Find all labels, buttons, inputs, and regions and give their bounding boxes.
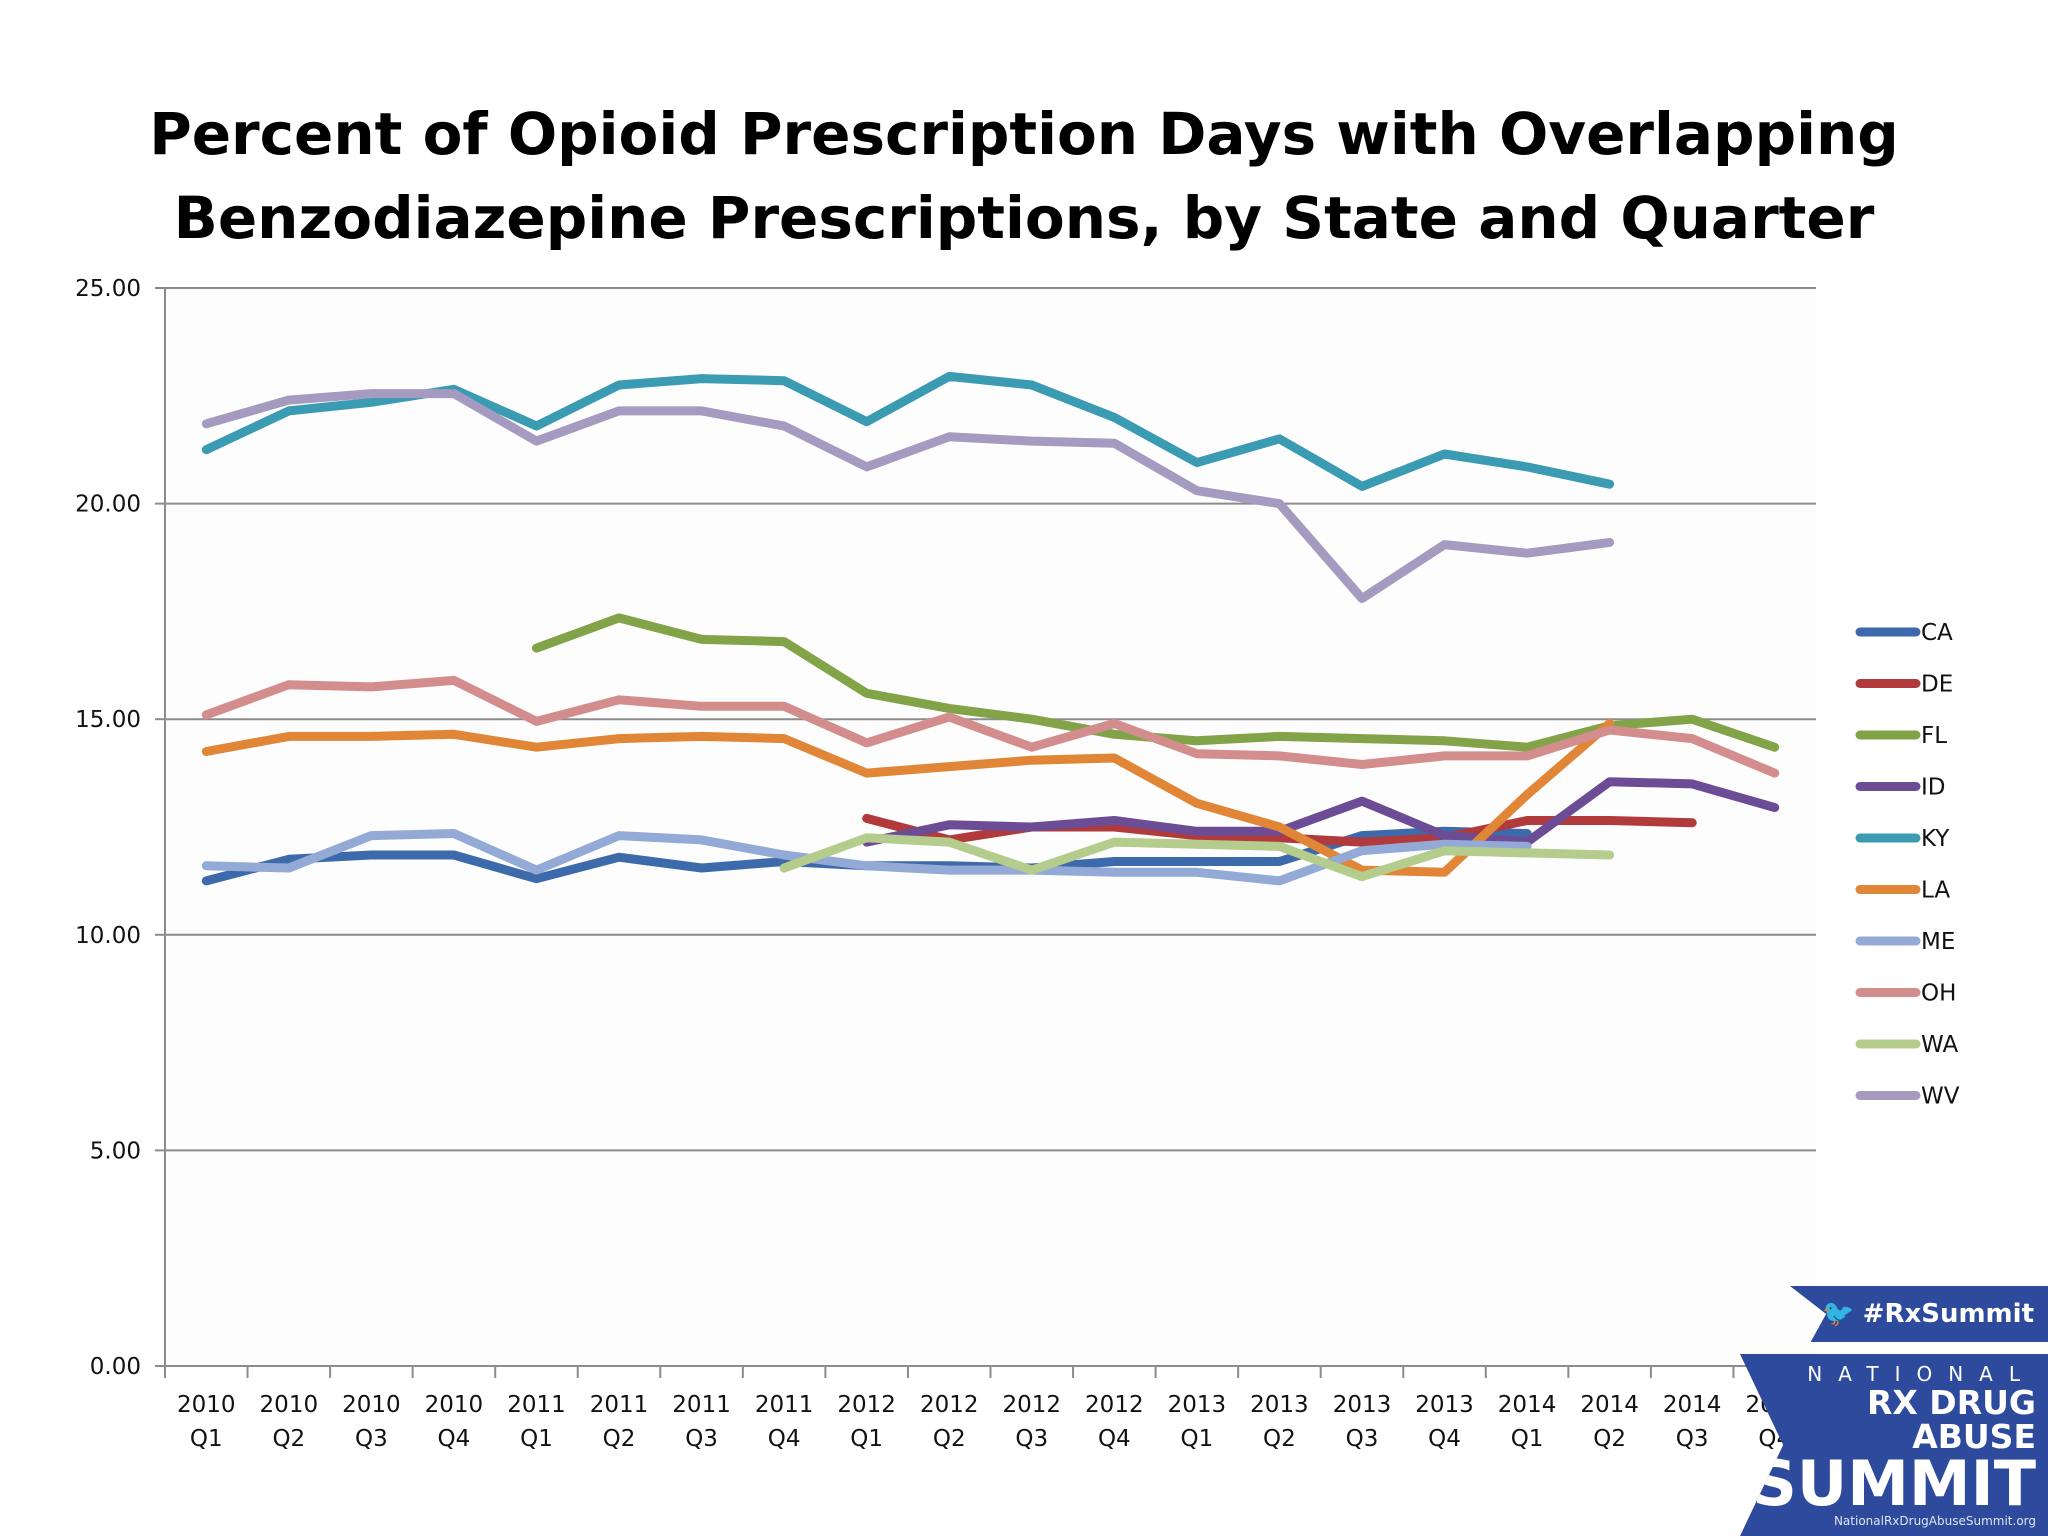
x-tick-label-quarter: Q2 [1263, 1426, 1296, 1452]
x-tick-label-quarter: Q2 [603, 1426, 636, 1452]
y-tick-label: 20.00 [75, 492, 141, 518]
legend: CA DE FL ID KY LA ME OH WA WV [1855, 620, 1960, 1110]
x-tick-label-year: 2012 [1085, 1392, 1144, 1418]
hashtag-text: #RxSummit [1862, 1299, 2034, 1329]
legend-item-ca: CA [1855, 620, 1953, 646]
x-tick-label-year: 2011 [672, 1392, 731, 1418]
summit-badge: 🐦 #RxSummit NATIONAL RX DRUG ABUSE SUMMI… [1740, 1284, 2048, 1536]
x-tick-label-year: 2013 [1333, 1392, 1392, 1418]
legend-item-id: ID [1855, 775, 1946, 801]
summit-logo: NATIONAL RX DRUG ABUSE SUMMIT NationalRx… [1740, 1354, 2048, 1536]
y-tick-label: 25.00 [75, 276, 141, 302]
logo-url: NationalRxDrugAbuseSummit.org [1833, 1514, 2036, 1528]
x-tick-label-year: 2013 [1415, 1392, 1474, 1418]
x-tick-label-year: 2014 [1663, 1392, 1722, 1418]
x-tick-label-year: 2012 [837, 1392, 896, 1418]
logo-national: NATIONAL [1807, 1362, 2036, 1386]
x-tick-label-quarter: Q2 [272, 1426, 305, 1452]
logo-summit: SUMMIT [1752, 1447, 2036, 1520]
legend-label: KY [1921, 826, 1950, 852]
y-tick-label: 0.00 [90, 1354, 141, 1380]
chart-title-line-1: Percent of Opioid Prescription Days with… [149, 100, 1899, 168]
x-tick-label-quarter: Q3 [685, 1426, 718, 1452]
y-tick-label: 5.00 [90, 1138, 141, 1164]
series-line-me [201, 829, 1532, 886]
series-line-oh [201, 675, 1780, 778]
x-tick-label-year: 2012 [920, 1392, 979, 1418]
series-oh [201, 675, 1780, 778]
gridlines [165, 287, 1816, 1152]
legend-label: CA [1921, 620, 1953, 646]
legend-label: WV [1921, 1084, 1960, 1110]
legend-item-me: ME [1855, 929, 1955, 955]
legend-label: DE [1921, 672, 1953, 698]
series-id [862, 777, 1780, 847]
x-tick-label-year: 2011 [507, 1392, 566, 1418]
y-tick-label: 15.00 [75, 707, 141, 733]
x-tick-label-year: 2012 [1003, 1392, 1062, 1418]
legend-item-de: DE [1855, 672, 1953, 698]
x-tick-label-quarter: Q4 [1098, 1426, 1131, 1452]
x-tick-label-year: 2010 [260, 1392, 319, 1418]
legend-label: LA [1921, 878, 1950, 904]
series-line-wa [779, 833, 1615, 882]
legend-item-wv: WV [1855, 1084, 1960, 1110]
series-wa [779, 833, 1615, 882]
x-tick-label-year: 2014 [1580, 1392, 1639, 1418]
x-tick-label-quarter: Q4 [1428, 1426, 1461, 1452]
x-tick-label-quarter: Q4 [438, 1426, 471, 1452]
x-tick-label-year: 2013 [1168, 1392, 1227, 1418]
twitter-bird-icon: 🐦 [1822, 1299, 1855, 1329]
x-tick-label-quarter: Q1 [190, 1426, 223, 1452]
x-tick-label-year: 2010 [425, 1392, 484, 1418]
x-tick-label-quarter: Q2 [1593, 1426, 1626, 1452]
x-tick-label-quarter: Q1 [850, 1426, 883, 1452]
x-tick-label-year: 2014 [1498, 1392, 1557, 1418]
legend-label: WA [1921, 1032, 1958, 1058]
x-tick-label-quarter: Q4 [768, 1426, 801, 1452]
x-tick-label-year: 2011 [755, 1392, 814, 1418]
legend-item-wa: WA [1855, 1032, 1958, 1058]
logo-rx-drug-abuse: RX DRUG ABUSE [1866, 1383, 2036, 1456]
series-line-id [862, 777, 1780, 847]
series-line-wv [201, 389, 1615, 603]
legend-item-ky: KY [1855, 826, 1950, 852]
legend-item-fl: FL [1855, 723, 1947, 749]
legend-item-oh: OH [1855, 981, 1956, 1007]
x-tick-label-quarter: Q1 [1181, 1426, 1214, 1452]
legend-item-la: LA [1855, 878, 1950, 904]
series-wv [201, 389, 1615, 603]
legend-label: ME [1921, 929, 1955, 955]
x-tick-label-quarter: Q2 [933, 1426, 966, 1452]
x-tick-label-quarter: Q1 [520, 1426, 553, 1452]
legend-label: OH [1921, 981, 1956, 1007]
x-tick-label-year: 2011 [590, 1392, 649, 1418]
chart-title-line-2: Benzodiazepine Prescriptions, by State a… [173, 184, 1875, 252]
series-me [201, 829, 1532, 886]
legend-label: ID [1921, 775, 1946, 801]
x-tick-label-year: 2010 [342, 1392, 401, 1418]
x-tick-label-year: 2013 [1250, 1392, 1309, 1418]
x-tick-label-quarter: Q3 [1015, 1426, 1048, 1452]
x-tick-label-quarter: Q1 [1511, 1426, 1544, 1452]
chart-title: Percent of Opioid Prescription Days with… [0, 92, 2048, 260]
x-tick-label-year: 2010 [177, 1392, 236, 1418]
y-tick-label: 10.00 [75, 923, 141, 949]
hashtag-banner[interactable]: 🐦 #RxSummit [1790, 1286, 2048, 1342]
legend-label: FL [1921, 723, 1947, 749]
x-tick-label-quarter: Q3 [1676, 1426, 1709, 1452]
series-lines [201, 371, 1780, 886]
x-tick-label-quarter: Q3 [355, 1426, 388, 1452]
x-tick-label-quarter: Q3 [1346, 1426, 1379, 1452]
